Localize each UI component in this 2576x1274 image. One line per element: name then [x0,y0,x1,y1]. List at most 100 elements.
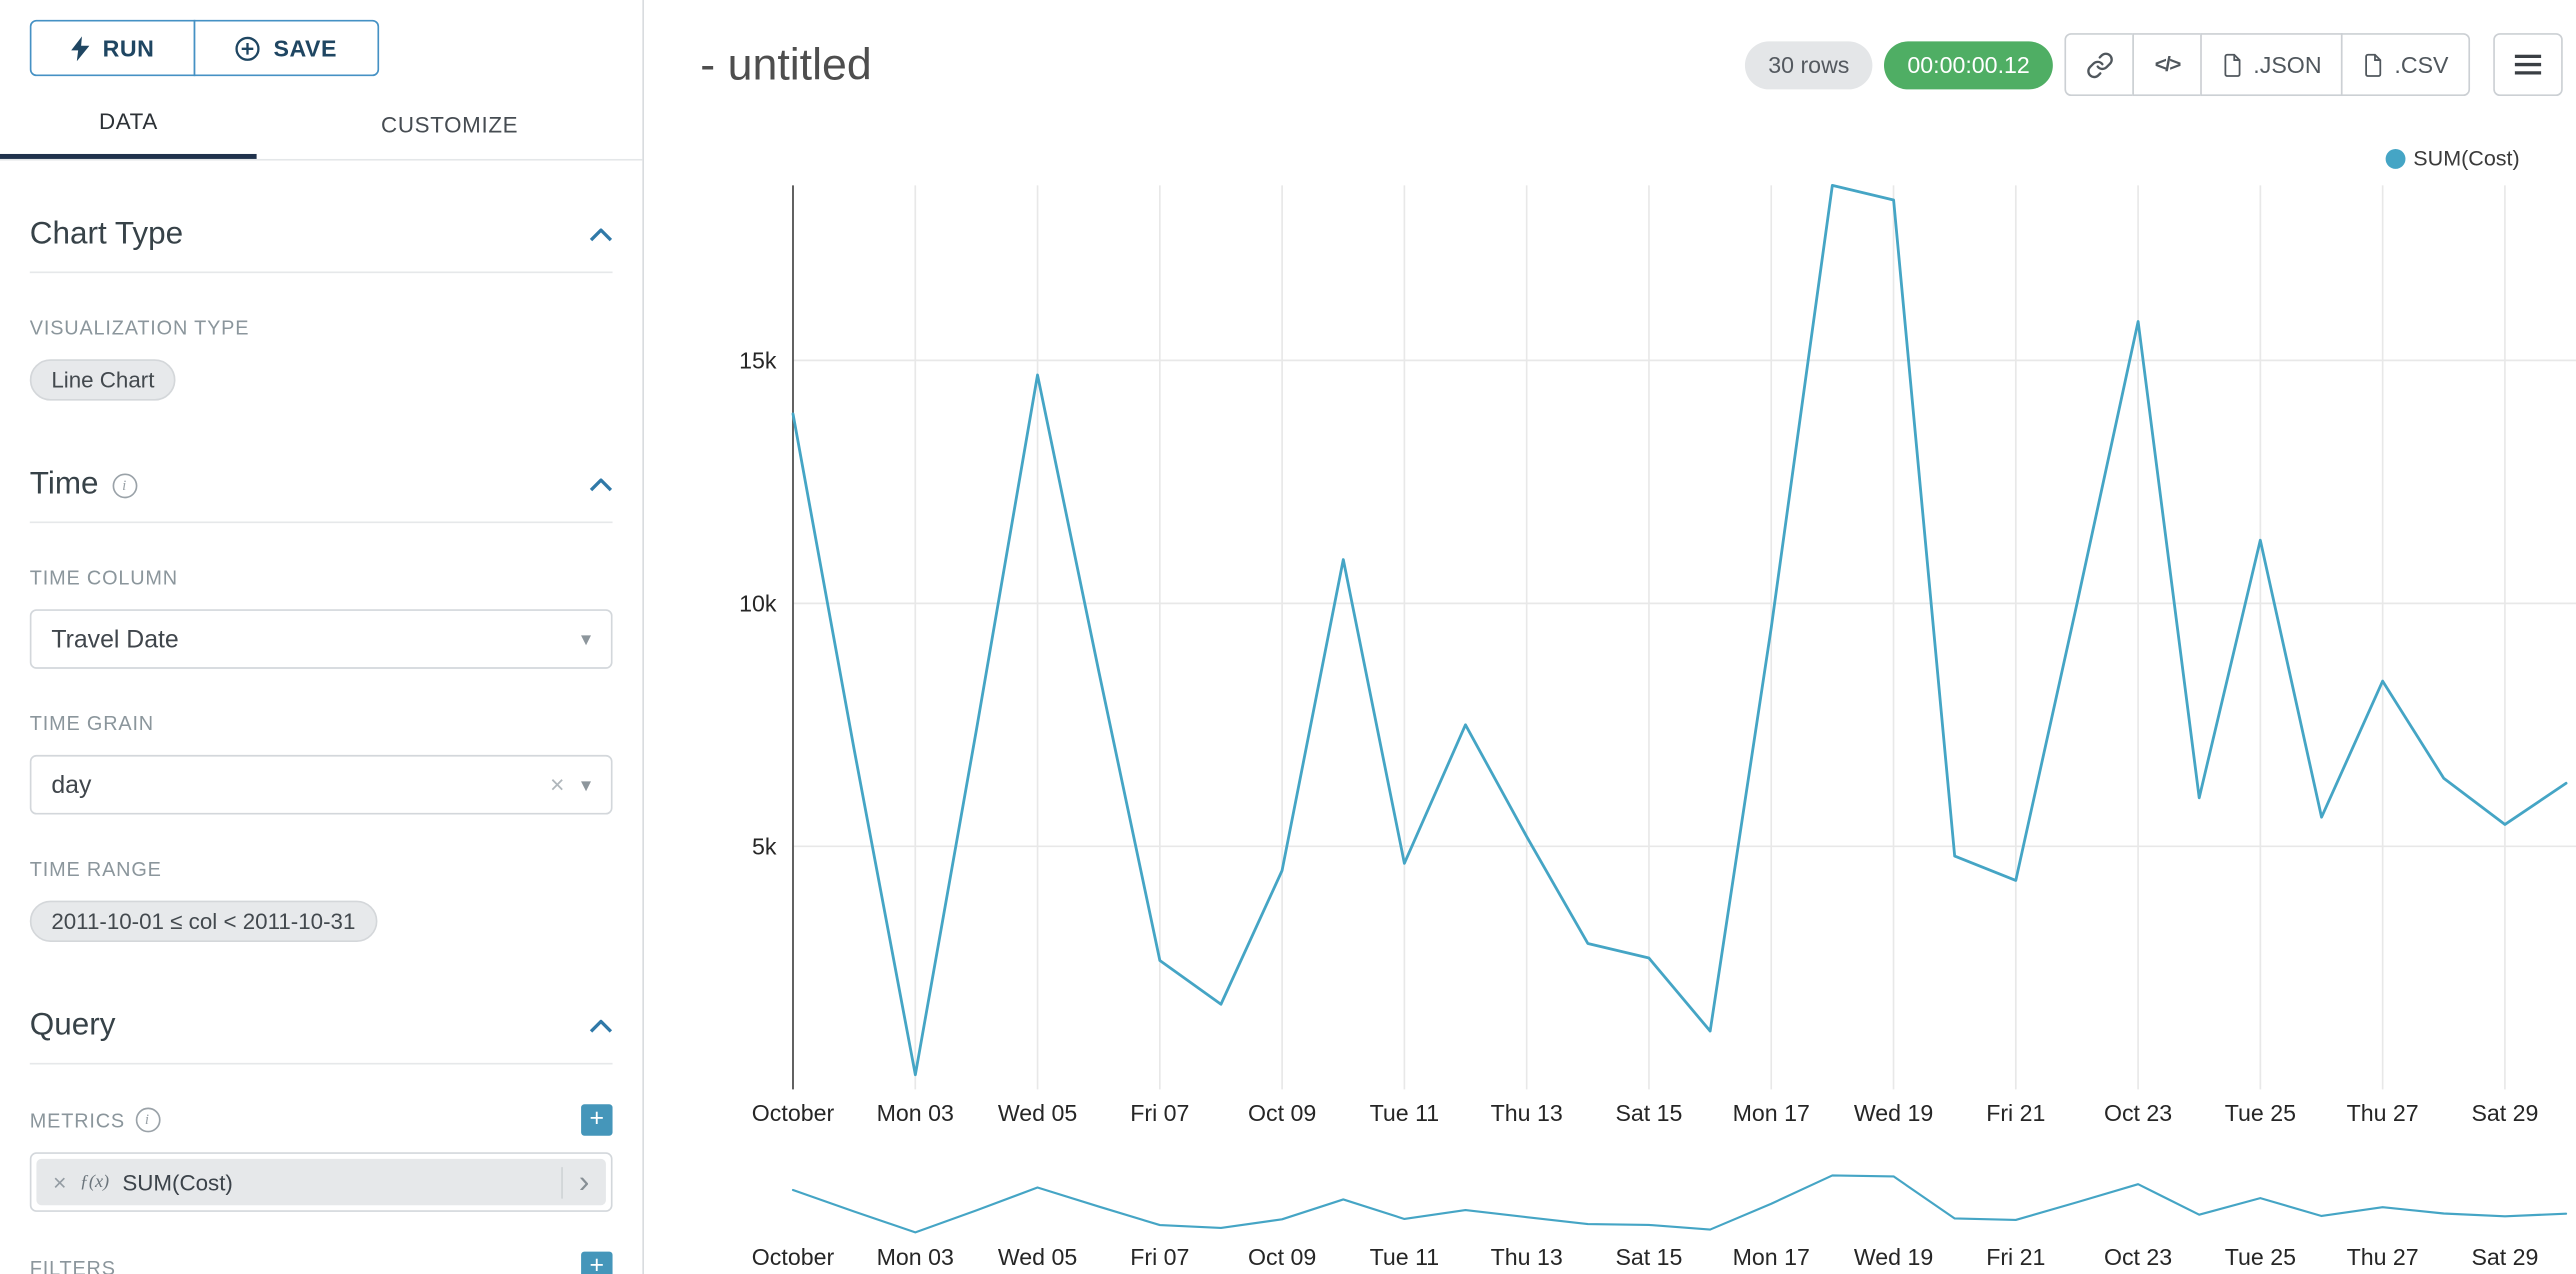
export-json-button[interactable]: .JSON [2200,33,2344,97]
section-time: Time i [29,467,613,524]
legend-series-dot [2385,148,2406,169]
run-button[interactable]: RUN [29,19,196,77]
add-filter-button[interactable]: + [581,1251,613,1274]
svg-text:Oct 09: Oct 09 [1248,1100,1316,1126]
svg-text:Mon 03: Mon 03 [877,1100,954,1126]
svg-text:Fri 21: Fri 21 [1986,1244,2045,1270]
metric-control: × ƒ(x) SUM(Cost) › [29,1152,613,1212]
row-count-badge: 30 rows [1745,40,1873,89]
svg-text:Tue 25: Tue 25 [2225,1100,2296,1126]
svg-text:Oct 23: Oct 23 [2104,1100,2172,1126]
tab-customize[interactable]: CUSTOMIZE [381,111,519,137]
menu-icon [2514,54,2542,75]
chevron-down-icon: ▾ [581,773,592,797]
section-query: Query [29,1008,613,1065]
context-brush-chart[interactable]: October Mon 03 Wed 05 Fri 07 Oct 09 Tue 11 Thu… [644,1139,2576,1274]
file-icon [2363,52,2385,77]
chart-legend[interactable]: SUM(Cost) [2385,146,2520,171]
section-chart-type-title: Chart Type [29,216,184,252]
metrics-row: METRICS i + [30,1104,613,1136]
svg-text:Wed 05: Wed 05 [998,1244,1077,1270]
svg-text:Mon 03: Mon 03 [877,1244,954,1270]
save-button[interactable]: SAVE [194,19,379,77]
time-column-label: TIME COLUMN [29,566,178,590]
svg-text:Thu 27: Thu 27 [2347,1244,2419,1270]
metric-value: SUM(Cost) [122,1169,233,1195]
remove-metric-icon[interactable]: × [52,1168,67,1196]
svg-text:Wed 19: Wed 19 [1854,1244,1933,1270]
time-column-select[interactable]: Travel Date ▾ [29,609,613,669]
function-icon: ƒ(x) [79,1172,110,1192]
svg-text:10k: 10k [739,591,777,617]
time-grain-value: day [51,770,92,799]
legend-series-label: SUM(Cost) [2413,145,2520,171]
metric-pill[interactable]: × ƒ(x) SUM(Cost) › [36,1158,606,1206]
line-chart[interactable]: 5k 10k 15k October Mon 03 Wed 05 Fri 07 Oct 09 T… [644,141,2576,1136]
query-actions: RUN SAVE [29,19,643,77]
export-csv-button[interactable]: .CSV [2341,33,2471,97]
viz-type-value[interactable]: Line Chart [29,359,176,401]
control-sidebar: RUN SAVE DATA CUSTOMIZE Chart Type [0,0,645,1274]
info-icon: i [111,472,137,498]
svg-text:Sat 29: Sat 29 [2471,1100,2538,1126]
metrics-label: METRICS i [30,1107,160,1133]
svg-text:October: October [752,1100,835,1126]
export-csv-label: .CSV [2394,51,2449,78]
svg-text:Oct 09: Oct 09 [1248,1244,1316,1270]
svg-text:Fri 07: Fri 07 [1130,1100,1189,1126]
tab-data[interactable]: DATA [0,89,257,159]
page-title[interactable]: - untitled [700,38,872,89]
add-metric-button[interactable]: + [581,1104,613,1136]
time-range-value[interactable]: 2011-10-01 ≤ col < 2011-10-31 [29,900,377,942]
chevron-right-icon[interactable]: › [560,1166,589,1198]
svg-text:Wed 19: Wed 19 [1854,1100,1933,1126]
file-icon [2222,52,2244,77]
viz-type-label: VISUALIZATION TYPE [29,316,250,340]
export-json-label: .JSON [2253,51,2322,78]
query-timer-badge: 00:00:00.12 [1884,40,2053,89]
time-column-value: Travel Date [51,624,179,654]
time-grain-select[interactable]: day × ▾ [29,754,613,815]
plus-circle-icon [235,35,260,61]
sidebar-tabs: DATA CUSTOMIZE [0,89,643,161]
code-icon: </> [2154,52,2182,77]
chart-header: - untitled 30 rows 00:00:00.12 </ [644,0,2576,97]
x-axis-labels: October Mon 03 Wed 05 Fri 07 Oct 09 Tue 11 Thu… [752,1100,2539,1126]
chevron-up-icon[interactable] [589,478,613,492]
svg-text:15k: 15k [739,348,777,374]
share-link-button[interactable] [2064,33,2135,97]
svg-text:Thu 27: Thu 27 [2347,1100,2419,1126]
chart-menu-button[interactable] [2493,33,2563,97]
section-time-title: Time i [30,467,137,503]
x-gridlines [792,185,2506,1090]
embed-code-button[interactable]: </> [2132,33,2202,97]
filters-row: FILTERS + [30,1251,613,1274]
controls-panel: Chart Type VISUALIZATION TYPE Line Chart… [0,161,642,1274]
chart-header-controls: 30 rows 00:00:00.12 </> [1745,33,2563,97]
svg-text:Fri 07: Fri 07 [1130,1244,1189,1270]
svg-text:Oct 23: Oct 23 [2104,1244,2172,1270]
svg-text:Tue 25: Tue 25 [2225,1244,2296,1270]
run-button-label: RUN [102,34,155,62]
series-line [791,184,2568,1077]
clear-icon[interactable]: × [549,770,565,799]
chevron-up-icon[interactable] [589,1019,613,1033]
chart-panel: - untitled 30 rows 00:00:00.12 </ [644,0,2576,1274]
x-axis-labels: October Mon 03 Wed 05 Fri 07 Oct 09 Tue 11 Thu… [752,1244,2539,1270]
section-chart-type: Chart Type [29,216,613,274]
svg-text:Tue 11: Tue 11 [1370,1244,1440,1270]
svg-text:Thu 13: Thu 13 [1491,1100,1563,1126]
chevron-down-icon: ▾ [581,627,592,651]
series-line [791,1174,2568,1234]
svg-text:Fri 21: Fri 21 [1986,1100,2045,1126]
link-icon [2085,50,2113,78]
section-query-title: Query [29,1008,116,1043]
lightning-icon [71,35,90,61]
svg-text:Sat 15: Sat 15 [1615,1244,1682,1270]
svg-text:Mon 17: Mon 17 [1733,1244,1810,1270]
svg-text:Sat 29: Sat 29 [2471,1244,2538,1270]
svg-text:5k: 5k [752,834,777,860]
y-axis-labels: 5k 10k 15k [739,348,777,860]
chevron-up-icon[interactable] [589,228,613,242]
